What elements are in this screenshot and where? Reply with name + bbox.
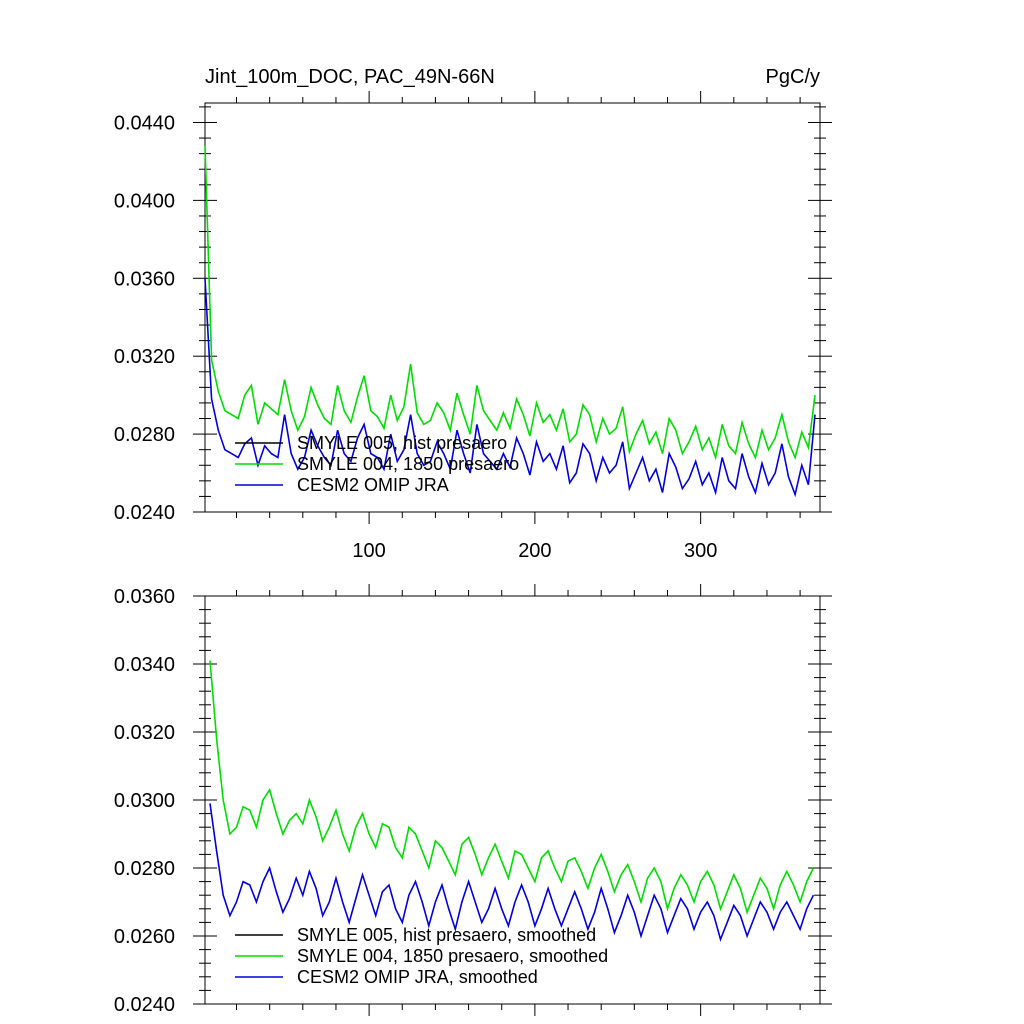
- bottom-y-tick-label: 0.0260: [114, 926, 175, 948]
- top-y-tick-label: 0.0360: [114, 268, 175, 290]
- bottom-y-tick-label: 0.0280: [114, 858, 175, 880]
- top-series-line-2: [204, 278, 816, 498]
- top-x-tick-label: 200: [518, 540, 551, 562]
- top-legend-label: SMYLE 005, hist presaero: [297, 433, 507, 453]
- bottom-y-tick-label: 0.0360: [114, 586, 175, 608]
- bottom-legend-label: CESM2 OMIP JRA, smoothed: [297, 967, 538, 987]
- top-series-line-1: [204, 145, 816, 461]
- bottom-y-tick-label: 0.0240: [114, 994, 175, 1016]
- bottom-panel: 0.0240 0.0260 0.0280 0.0300 0.0320 0.0340 0.03…: [114, 584, 832, 1016]
- bottom-series-line-1: [209, 660, 815, 915]
- bottom-y-tick-label: 0.0320: [114, 722, 175, 744]
- top-x-tick-label: 300: [684, 540, 717, 562]
- top-legend-label: SMYLE 004, 1850 presaero: [297, 454, 519, 474]
- top-legend-label: CESM2 OMIP JRA: [297, 475, 449, 495]
- top-y-tick-label: 0.0440: [114, 112, 175, 134]
- bottom-legend-label: SMYLE 005, hist presaero, smoothed: [297, 925, 596, 945]
- top-y-tick-label: 0.0320: [114, 346, 175, 368]
- top-y-tick-label: 0.0280: [114, 424, 175, 446]
- bottom-series-line-2: [209, 803, 815, 942]
- chart-title: Jint_100m_DOC, PAC_49N-66N: [205, 66, 495, 88]
- bottom-y-tick-label: 0.0300: [114, 790, 175, 812]
- top-x-tick-label: 100: [352, 540, 385, 562]
- units-label: PgC/y: [766, 66, 820, 88]
- top-panel: 0.0240 0.0280 0.0320 0.0360 0.0400 0.0440 100 2…: [114, 91, 832, 562]
- top-y-tick-label: 0.0240: [114, 502, 175, 524]
- top-y-tick-label: 0.0400: [114, 190, 175, 212]
- top-plot-frame: [204, 102, 821, 513]
- bottom-y-tick-label: 0.0340: [114, 654, 175, 676]
- bottom-legend-label: SMYLE 004, 1850 presaero, smoothed: [297, 946, 608, 966]
